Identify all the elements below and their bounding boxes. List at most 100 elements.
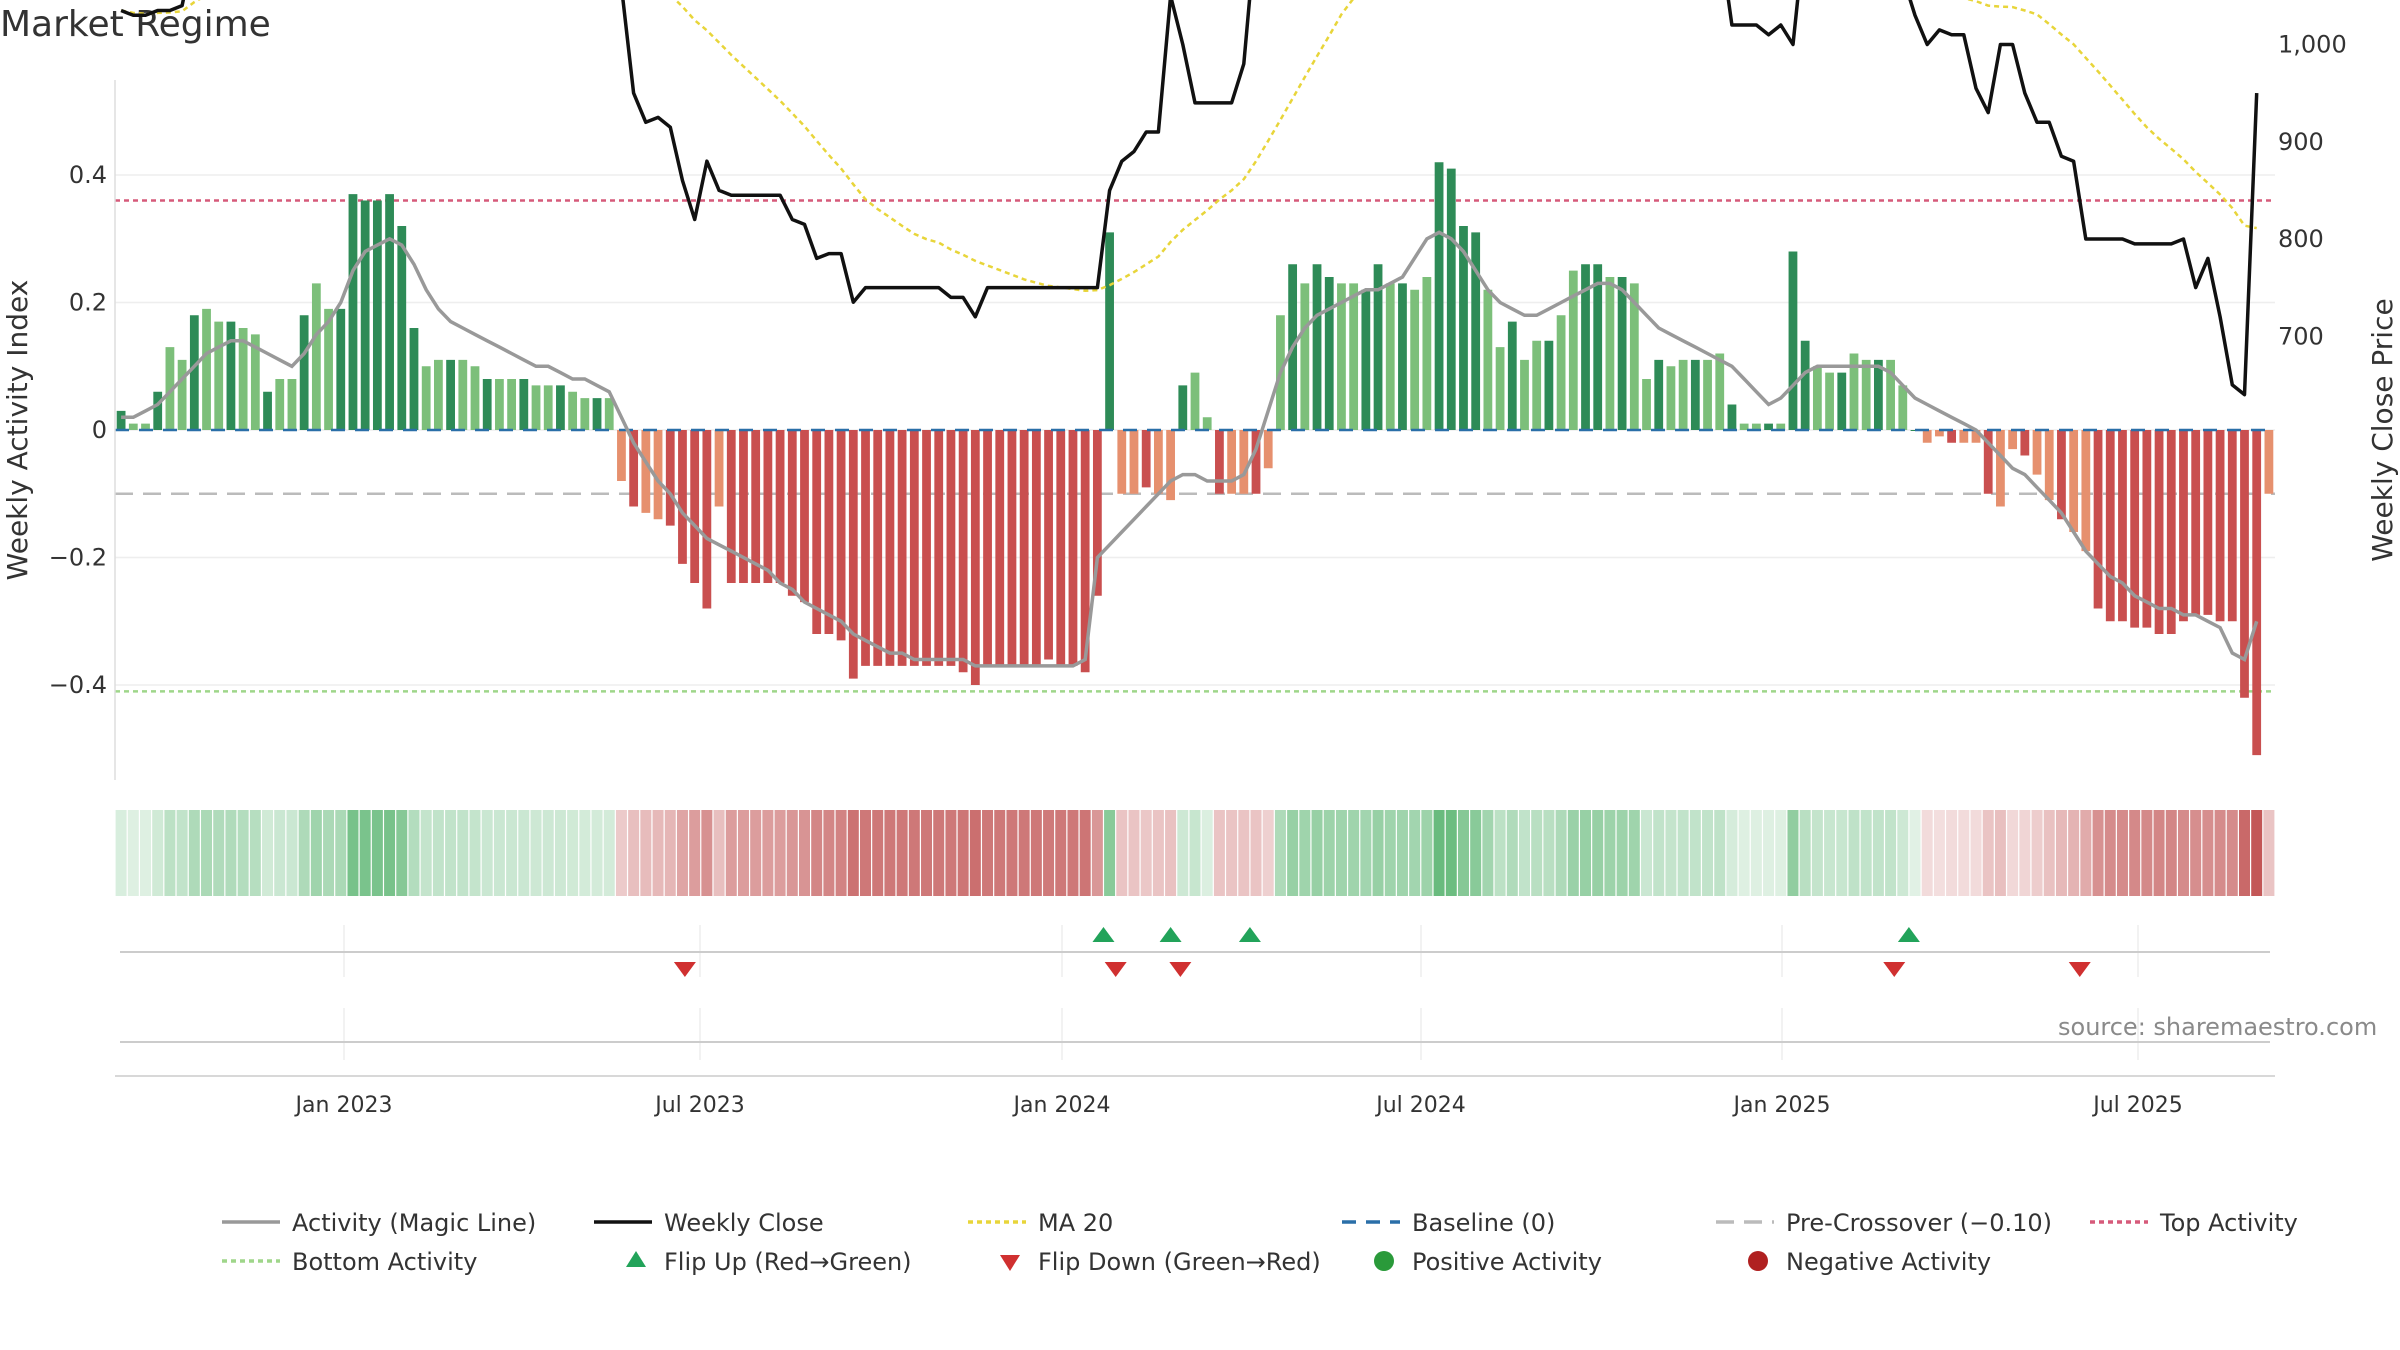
- heat-cell: [1201, 810, 1213, 896]
- heat-cell: [2104, 810, 2116, 896]
- activity-bar: [909, 430, 919, 666]
- heat-cell: [567, 810, 579, 896]
- heat-cell: [2116, 810, 2128, 896]
- flip-down-marker: [2068, 962, 2091, 977]
- heat-cell: [957, 810, 969, 896]
- activity-bar: [1080, 430, 1090, 673]
- activity-bar: [116, 410, 126, 430]
- heat-cell: [2080, 810, 2092, 896]
- heat-cell: [1055, 810, 1067, 896]
- activity-bar: [1629, 283, 1639, 430]
- activity-bar: [482, 379, 492, 430]
- source-note: source: sharemaestro.com: [2058, 1013, 2378, 1041]
- activity-bar: [2215, 430, 2225, 622]
- activity-bar: [2057, 430, 2066, 520]
- heat-cell: [1274, 810, 1286, 896]
- heat-cell: [591, 810, 603, 896]
- heat-cell: [420, 810, 432, 896]
- x-tick-label: Jan 2023: [294, 1093, 393, 1118]
- heat-cell: [298, 810, 310, 896]
- heat-cell: [982, 810, 994, 896]
- activity-bar: [2044, 430, 2054, 501]
- legend-item-flip_up: Flip Up (Red→Green): [626, 1248, 912, 1276]
- activity-bar: [1922, 430, 1932, 443]
- activity-bar: [2252, 430, 2262, 756]
- heat-cell: [579, 810, 591, 896]
- activity-bar: [592, 398, 602, 430]
- heat-cell: [1360, 810, 1372, 896]
- heat-cell: [1933, 810, 1945, 896]
- activity-bar: [1349, 283, 1359, 430]
- heat-cell: [1738, 810, 1750, 896]
- heat-cell: [1323, 810, 1335, 896]
- heat-cell: [347, 810, 359, 896]
- activity-bar: [226, 321, 236, 430]
- activity-bar: [409, 328, 419, 430]
- activity-bar: [775, 430, 785, 583]
- heat-cell: [1287, 810, 1299, 896]
- heat-cell: [1628, 810, 1640, 896]
- activity-bar: [629, 430, 639, 507]
- activity-bar: [1373, 264, 1383, 430]
- heat-cell: [1787, 810, 1799, 896]
- series-lines: [120, 0, 2259, 668]
- heat-cell: [2031, 810, 2043, 896]
- heat-cell: [1177, 810, 1189, 896]
- y-left-axis-label: Weekly Activity Index: [1, 280, 34, 581]
- heat-cell: [1116, 810, 1128, 896]
- legend-label: Baseline (0): [1412, 1209, 1555, 1237]
- activity-bar: [2118, 430, 2127, 622]
- x-tick-label: Jan 2025: [1732, 1093, 1831, 1118]
- activity-bar: [1776, 423, 1786, 430]
- legend-label: Negative Activity: [1786, 1248, 1991, 1276]
- activity-bar: [897, 430, 907, 666]
- activity-bar: [1007, 430, 1017, 666]
- activity-bar: [995, 430, 1005, 666]
- heat-cell: [1946, 810, 1958, 896]
- heat-cell: [1189, 810, 1201, 896]
- activity-bar: [2081, 430, 2091, 552]
- legend-label: Weekly Close: [664, 1209, 824, 1237]
- heat-cell: [1567, 810, 1579, 896]
- activity-bar: [2154, 430, 2164, 634]
- activity-bar: [848, 430, 858, 679]
- activity-bar: [311, 283, 321, 430]
- heat-cell: [652, 810, 664, 896]
- activity-bar: [543, 385, 553, 430]
- x-tick-label: Jul 2023: [653, 1093, 745, 1118]
- legend-label: Activity (Magic Line): [292, 1209, 536, 1237]
- heat-cell: [2238, 810, 2250, 896]
- heat-cell: [115, 810, 127, 896]
- activity-bar: [1690, 359, 1700, 430]
- activity-bar: [653, 430, 663, 520]
- activity-bar: [934, 430, 944, 666]
- heat-cell: [762, 810, 774, 896]
- activity-bar: [1385, 283, 1395, 430]
- activity-bar: [1434, 162, 1444, 430]
- activity-bar: [202, 308, 211, 430]
- legend-item-close: Weekly Close: [594, 1209, 824, 1237]
- heat-cell: [1921, 810, 1933, 896]
- activity-bar: [165, 347, 175, 430]
- y-right-axis-label: Weekly Close Price: [2366, 298, 2399, 561]
- heat-cell: [554, 810, 566, 896]
- legend-swatch: [1000, 1255, 1020, 1271]
- heat-cell: [1067, 810, 1079, 896]
- heat-cell: [1213, 810, 1225, 896]
- heat-cell: [1702, 810, 1714, 896]
- heat-cell: [921, 810, 933, 896]
- heat-cell: [396, 810, 408, 896]
- activity-bar: [1873, 359, 1883, 430]
- activity-bar: [1398, 283, 1407, 430]
- activity-bar: [1812, 366, 1822, 430]
- heat-cell: [2202, 810, 2214, 896]
- activity-bar: [946, 430, 956, 666]
- heat-cell: [1763, 810, 1775, 896]
- heat-cell: [164, 810, 176, 896]
- heat-cell: [127, 810, 139, 896]
- heat-cell: [1250, 810, 1262, 896]
- activity-bar: [824, 430, 834, 634]
- activity-bar: [1019, 430, 1029, 666]
- activity-bar: [287, 379, 297, 430]
- heat-cell: [1811, 810, 1823, 896]
